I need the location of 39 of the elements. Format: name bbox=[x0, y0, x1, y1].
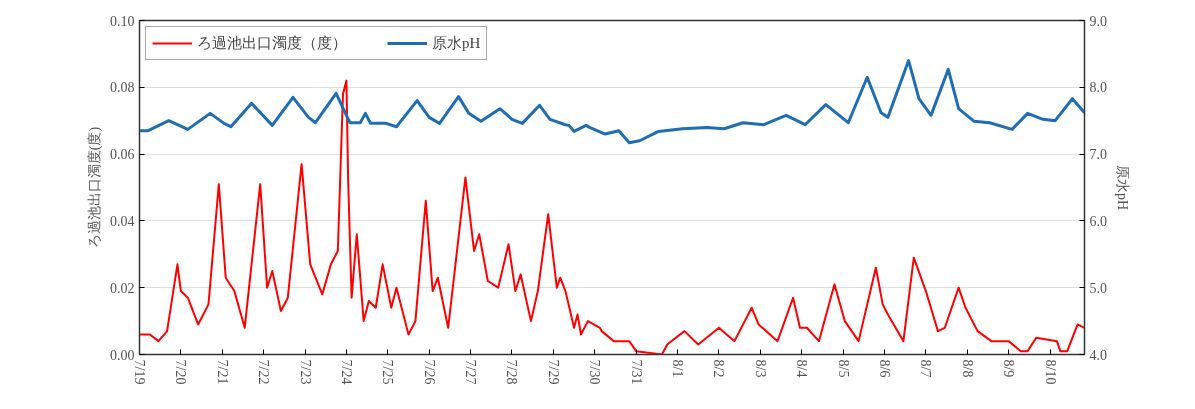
y-tick-label: 0.06 bbox=[110, 147, 135, 163]
y-tick-label: 0.08 bbox=[110, 80, 135, 96]
x-tick-label: 8/1 bbox=[670, 359, 686, 378]
x-tick-label: 7/27 bbox=[463, 359, 479, 385]
y2-axis-title: 原水pH bbox=[1115, 164, 1130, 211]
x-tick-label: 8/7 bbox=[918, 359, 934, 378]
y-tick-label: 0.02 bbox=[110, 280, 135, 296]
x-tick-label: 7/28 bbox=[504, 359, 520, 385]
y2-tick-label: 4.0 bbox=[1089, 347, 1107, 363]
x-tick-label: 7/23 bbox=[297, 359, 313, 385]
y-tick-label: 0.10 bbox=[110, 13, 135, 29]
x-tick-label: 8/4 bbox=[794, 359, 810, 378]
x-tick-label: 7/29 bbox=[545, 359, 561, 385]
y-tick-label: 0.00 bbox=[110, 347, 135, 363]
y2-tick-label: 5.0 bbox=[1089, 280, 1107, 296]
y2-tick-label: 7.0 bbox=[1089, 147, 1107, 163]
x-tick-label: 8/10 bbox=[1042, 359, 1058, 385]
x-tick-label: 8/9 bbox=[1001, 359, 1017, 378]
y-axis-title: ろ過池出口濁度(度) bbox=[87, 126, 103, 249]
x-tick-label: 7/26 bbox=[421, 359, 437, 385]
y-tick-label: 0.04 bbox=[110, 213, 135, 229]
legend-label: ろ過池出口濁度（度） bbox=[197, 33, 347, 53]
x-tick-label: 7/22 bbox=[256, 359, 272, 385]
x-tick-label: 8/5 bbox=[835, 359, 851, 378]
x-tick-label: 7/30 bbox=[587, 359, 603, 385]
x-tick-label: 8/3 bbox=[752, 359, 768, 378]
x-tick-label: 7/19 bbox=[132, 359, 147, 385]
x-tick-label: 8/2 bbox=[711, 359, 727, 378]
x-tick-label: 7/25 bbox=[380, 359, 396, 385]
y2-tick-label: 6.0 bbox=[1089, 213, 1107, 229]
x-tick-label: 7/31 bbox=[628, 359, 644, 385]
x-tick-label: 7/20 bbox=[173, 359, 189, 385]
y2-tick-label: 8.0 bbox=[1089, 80, 1107, 96]
x-tick-label: 7/24 bbox=[338, 359, 354, 385]
x-tick-label: 7/21 bbox=[214, 359, 230, 385]
x-tick-label: 8/8 bbox=[959, 359, 975, 378]
x-tick-label: 8/6 bbox=[876, 359, 892, 378]
y2-tick-label: 9.0 bbox=[1089, 13, 1107, 29]
legend-label: 原水pH bbox=[432, 33, 481, 53]
